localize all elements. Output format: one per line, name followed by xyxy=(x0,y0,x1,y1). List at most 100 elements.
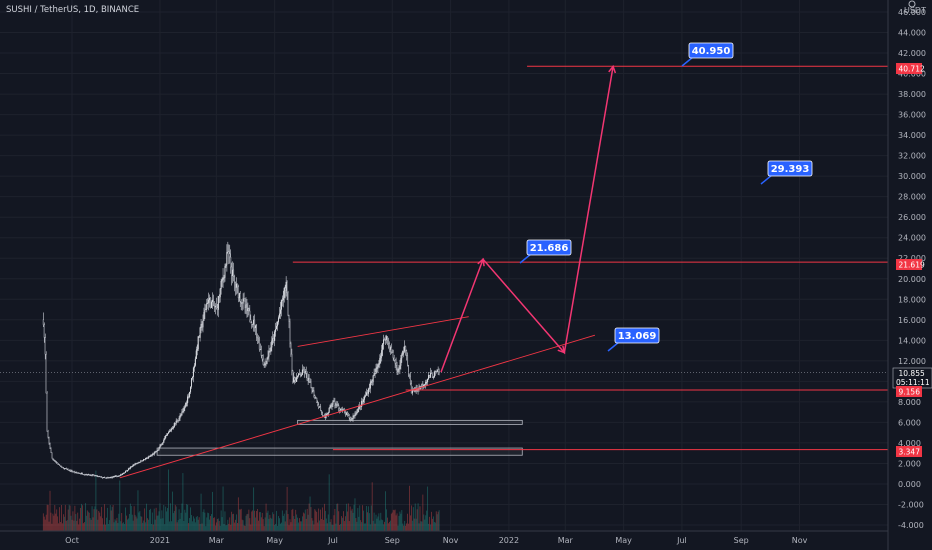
volume-bar xyxy=(118,513,120,531)
candle xyxy=(216,307,218,310)
projection-arrowhead xyxy=(477,257,485,267)
volume-bar xyxy=(144,508,146,531)
volume-bar xyxy=(376,518,378,531)
volume-bar xyxy=(377,516,379,531)
candle xyxy=(239,292,241,302)
candle xyxy=(401,354,403,359)
settings-icon[interactable] xyxy=(908,0,916,8)
candle xyxy=(209,297,211,300)
volume-bar xyxy=(323,503,325,531)
volume-bar xyxy=(393,510,395,531)
candle xyxy=(168,431,170,434)
candle xyxy=(117,475,119,477)
volume-bar xyxy=(148,519,149,531)
candle xyxy=(236,283,238,287)
candle xyxy=(373,373,375,376)
volume-bar xyxy=(84,522,85,531)
price-tick-label: 20.000 xyxy=(898,275,926,284)
candle xyxy=(409,375,411,384)
volume-bar xyxy=(203,509,205,531)
candle xyxy=(206,303,208,310)
candle xyxy=(260,349,262,356)
candle xyxy=(171,428,173,430)
candle xyxy=(277,317,279,323)
candle xyxy=(265,363,267,365)
volume-bar xyxy=(258,520,259,531)
candle xyxy=(56,461,58,464)
volume-bar xyxy=(291,509,293,531)
candle xyxy=(234,282,236,288)
volume-bar xyxy=(215,522,217,531)
volume-bar xyxy=(123,522,125,531)
volume-bar xyxy=(223,523,225,531)
price-callout[interactable]: 13.069 xyxy=(607,327,660,352)
candle xyxy=(199,327,201,338)
candle xyxy=(173,423,175,428)
candle xyxy=(189,391,191,398)
volume-bar xyxy=(141,516,143,531)
volume-bar xyxy=(399,511,401,531)
volume-bar xyxy=(146,503,147,531)
callout-pointer xyxy=(681,56,694,67)
candle xyxy=(113,476,115,478)
volume-bar xyxy=(285,510,287,531)
volume-bar xyxy=(281,510,283,531)
candle xyxy=(159,445,161,448)
volume-bar xyxy=(62,523,63,531)
volume-bar xyxy=(268,518,270,531)
candle xyxy=(51,452,53,459)
volume-bar xyxy=(140,516,142,531)
volume-bar xyxy=(217,518,219,531)
candle xyxy=(63,468,65,470)
volume-bar xyxy=(273,514,275,531)
candle xyxy=(215,305,217,308)
volume-bar xyxy=(111,506,113,531)
volume-bar xyxy=(145,522,147,531)
volume-bar xyxy=(159,503,161,531)
candle xyxy=(395,362,397,366)
volume-bar xyxy=(280,522,282,531)
volume-bar xyxy=(229,517,231,531)
candle xyxy=(134,463,136,466)
volume-bar xyxy=(174,504,176,531)
candle xyxy=(178,418,180,421)
candle xyxy=(55,461,57,463)
volume-bar xyxy=(90,519,92,531)
candle xyxy=(52,458,54,460)
candle xyxy=(317,402,319,405)
price-callout[interactable]: 29.393 xyxy=(760,160,813,185)
price-callouts[interactable]: 40.950 29.393 21.686 13.069 xyxy=(519,42,813,352)
volume-bar xyxy=(91,506,93,531)
candle xyxy=(279,309,281,314)
volume-bar xyxy=(220,510,222,531)
candle xyxy=(99,476,101,478)
price-tick-label: 4.000 xyxy=(898,439,921,448)
time-axis[interactable]: Oct 2021 Mar May Jul Sep Nov 2022 Mar May Jul Sep No… xyxy=(65,536,808,545)
volume-bar xyxy=(93,509,95,531)
volume-bar xyxy=(136,518,138,531)
candle xyxy=(58,464,60,465)
candle xyxy=(400,358,402,366)
candle xyxy=(107,477,109,479)
candle xyxy=(67,468,69,471)
volume-bar xyxy=(429,516,430,531)
volume-bar xyxy=(116,517,118,531)
volume-bar xyxy=(158,511,160,531)
volume-bar xyxy=(215,525,216,531)
volume-bar xyxy=(392,509,394,531)
candle xyxy=(313,390,315,396)
volume-bar xyxy=(327,514,329,531)
volume-bar xyxy=(275,523,277,531)
volume-bar xyxy=(99,512,101,531)
candle xyxy=(272,337,274,341)
price-callout[interactable]: 21.686 xyxy=(519,239,572,264)
callout-pointer xyxy=(760,174,773,185)
candle xyxy=(283,287,285,299)
volume-bar xyxy=(315,510,317,531)
price-axis[interactable]: 46.000 44.000 42.000 40.000 38.000 36.000 34.0… xyxy=(898,8,926,530)
volume-bar xyxy=(193,516,194,531)
candle xyxy=(381,349,383,356)
price-callout[interactable]: 40.950 xyxy=(681,42,734,67)
